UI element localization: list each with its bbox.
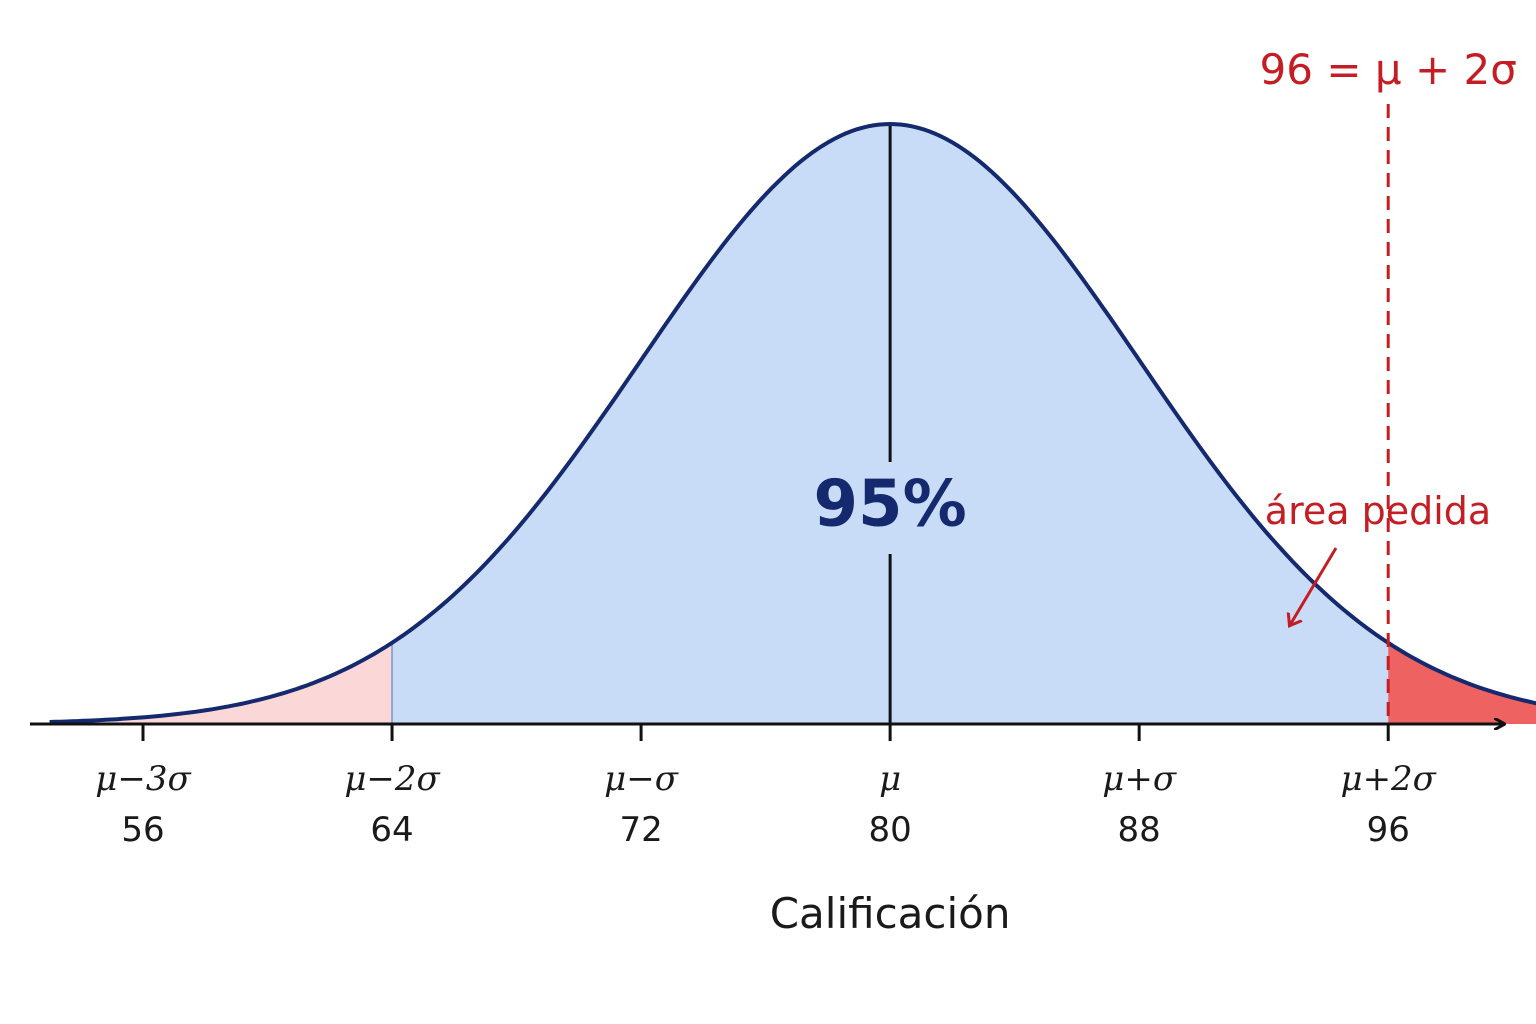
- x-tick-sigma-label: μ+2σ: [1340, 759, 1436, 799]
- region-96-107: [1388, 642, 1536, 724]
- x-tick-value-label: 64: [370, 810, 413, 850]
- x-tick-sigma-label: μ: [879, 759, 901, 799]
- requested-area-label: área pedida: [1265, 489, 1491, 533]
- x-tick-sigma-label: μ+σ: [1102, 759, 1177, 799]
- region-53-64: [49, 642, 392, 724]
- center-label-background: [818, 462, 963, 554]
- x-tick-sigma-label: μ−σ: [604, 759, 679, 799]
- x-tick-sigma-label: μ−3σ: [95, 759, 191, 799]
- x-tick-sigma-label: μ−2σ: [344, 759, 440, 799]
- threshold-label: 96 = μ + 2σ: [1260, 45, 1517, 94]
- center-percentage-label: 95%: [814, 468, 967, 542]
- x-axis-title: Calificación: [770, 889, 1011, 938]
- shaded-regions: [49, 124, 1536, 724]
- x-tick-value-label: 80: [868, 810, 911, 850]
- normal-curve: [49, 121, 1536, 724]
- x-tick-value-label: 96: [1367, 810, 1410, 850]
- requested-area-arrow: [1290, 547, 1338, 625]
- x-tick-value-label: 56: [121, 810, 164, 850]
- x-tick-value-label: 88: [1118, 810, 1161, 850]
- x-tick-value-label: 72: [619, 810, 662, 850]
